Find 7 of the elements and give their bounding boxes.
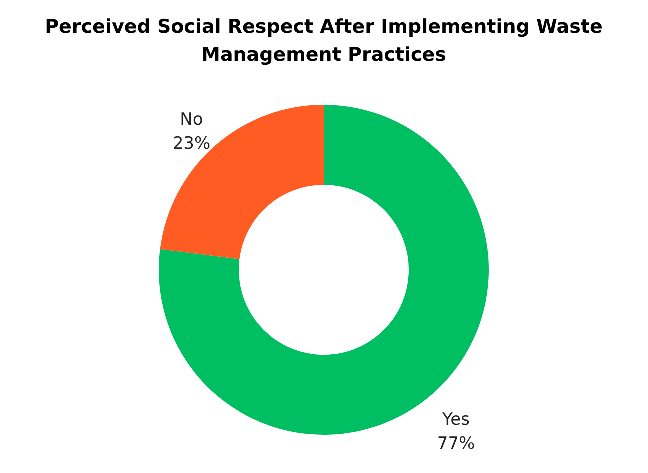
data-label: 23%: [172, 134, 211, 154]
donut-slice: [160, 105, 324, 260]
donut-slice: [159, 105, 489, 435]
data-label: 77%: [437, 434, 476, 454]
slice-label: No: [180, 110, 204, 130]
slice-label: Yes: [442, 410, 470, 430]
chart-title: Perceived Social Respect After Implementing Waste Management Practices: [45, 16, 603, 66]
